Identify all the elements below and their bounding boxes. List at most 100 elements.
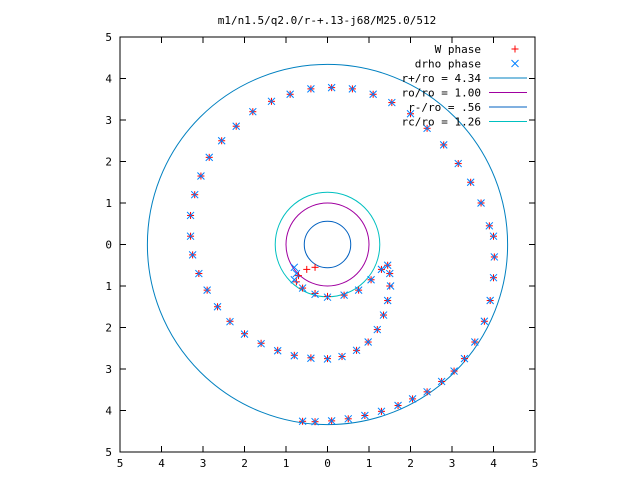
- drho-phase-point: [298, 284, 307, 292]
- drho-phase-point: [257, 339, 265, 348]
- drho-phase-point: [205, 153, 214, 162]
- w-phase-point: [303, 265, 311, 273]
- y-tick-label: 3: [105, 114, 112, 127]
- drho-phase-point: [489, 273, 498, 282]
- x-tick-label: 1: [366, 457, 373, 470]
- drho-phase-point: [232, 122, 241, 131]
- drho-phase-point: [344, 414, 353, 423]
- y-tick-label: 5: [105, 446, 112, 459]
- point-series: [186, 83, 499, 426]
- drho-phase-point: [408, 395, 417, 403]
- y-tick-label: 5: [105, 31, 112, 44]
- x-tick-label: 2: [241, 457, 248, 470]
- drho-phase-point: [377, 265, 386, 274]
- legend-label: W phase: [435, 43, 481, 56]
- x-tick-label: 1: [283, 457, 290, 470]
- drho-phase-point: [386, 282, 395, 290]
- y-tick-label: 2: [105, 322, 112, 335]
- drho-phase-point: [354, 286, 363, 295]
- drho-phase-point: [352, 346, 361, 355]
- circle-series: [146, 63, 509, 426]
- drho-phase-point: [197, 172, 205, 180]
- legend-marker: [511, 45, 519, 53]
- drho-phase-point: [298, 417, 307, 426]
- w-phase-point: [311, 263, 319, 271]
- legend-label: ro/ro = 1.00: [402, 87, 481, 100]
- drho-phase-point: [367, 275, 375, 284]
- drho-phase-point: [194, 269, 203, 278]
- drho-phase-point: [470, 338, 479, 346]
- y-tick-label: 1: [105, 197, 112, 210]
- drho-phase-point: [226, 317, 234, 326]
- drho-phase-point: [383, 261, 392, 270]
- legend-label: r+/ro = 4.34: [402, 72, 482, 85]
- drho-phase-point: [406, 109, 415, 118]
- drho-phase-point: [213, 302, 222, 311]
- drho-phase-point: [364, 338, 373, 346]
- x-tick-label: 3: [200, 457, 207, 470]
- circle-series-ring: [146, 63, 509, 426]
- drho-phase-point: [394, 401, 402, 410]
- circle-series-ring: [303, 220, 352, 269]
- drho-phase-point: [450, 367, 458, 375]
- legend-label: r-/ro = .56: [408, 101, 481, 114]
- drho-phase-point: [290, 351, 299, 360]
- drho-phase-point: [439, 141, 448, 149]
- x-tick-label: 5: [117, 457, 124, 470]
- w-phase-point: [311, 289, 319, 297]
- y-tick-label: 2: [105, 156, 112, 169]
- drho-phase-point: [383, 296, 392, 305]
- x-tick-label: 2: [407, 457, 414, 470]
- drho-phase-point: [485, 221, 494, 230]
- y-tick-label: 0: [105, 239, 112, 252]
- y-tick-label: 4: [105, 405, 112, 418]
- drho-phase-point: [217, 136, 226, 145]
- drho-phase-point: [369, 90, 378, 99]
- drho-phase-point: [490, 253, 499, 261]
- drho-phase-point: [190, 190, 199, 199]
- drho-phase-point: [186, 232, 195, 241]
- x-tick-label: 5: [532, 457, 539, 470]
- drho-phase-point: [286, 90, 295, 99]
- drho-phase-point: [387, 98, 396, 107]
- drho-phase-point: [348, 85, 357, 93]
- drho-phase-point: [338, 352, 346, 361]
- circle-series-ring: [274, 191, 381, 298]
- drho-phase-point: [486, 296, 495, 305]
- drho-phase-point: [454, 159, 463, 168]
- w-phase-point: [386, 282, 394, 290]
- drho-phase-point: [437, 377, 446, 386]
- x-tick-label: 4: [490, 457, 497, 470]
- drho-phase-point: [385, 269, 394, 278]
- drho-phase-point: [311, 417, 319, 426]
- drho-phase-point: [477, 199, 485, 207]
- legend-label: drho phase: [415, 58, 481, 71]
- circle-series-ring: [285, 202, 370, 287]
- x-tick-label: 4: [158, 457, 165, 470]
- drho-phase-point: [379, 311, 388, 319]
- chart-title: m1/n1.5/q2.0/r-+.13-j68/M25.0/512: [218, 14, 437, 27]
- drho-phase-point: [327, 83, 336, 92]
- drho-phase-point: [489, 232, 498, 241]
- drho-phase-point: [327, 417, 336, 425]
- drho-phase-point: [460, 354, 469, 363]
- drho-phase-point: [480, 317, 489, 326]
- y-tick-label: 3: [105, 363, 112, 376]
- drho-phase-point: [290, 263, 299, 272]
- y-tick-label: 4: [105, 73, 112, 86]
- legend-label: rc/ro = 1.26: [402, 116, 481, 129]
- drho-phase-point: [267, 97, 276, 106]
- drho-phase-point: [360, 411, 369, 420]
- drho-phase-point: [423, 387, 431, 396]
- drho-phase-point: [248, 107, 257, 116]
- drho-phase-point: [240, 330, 249, 338]
- drho-phase-point: [188, 251, 197, 259]
- drho-phase-point: [273, 346, 282, 355]
- w-phase-point: [324, 292, 331, 300]
- drho-phase-point: [373, 325, 382, 334]
- x-tick-label: 0: [324, 457, 331, 470]
- drho-phase-point: [423, 124, 431, 133]
